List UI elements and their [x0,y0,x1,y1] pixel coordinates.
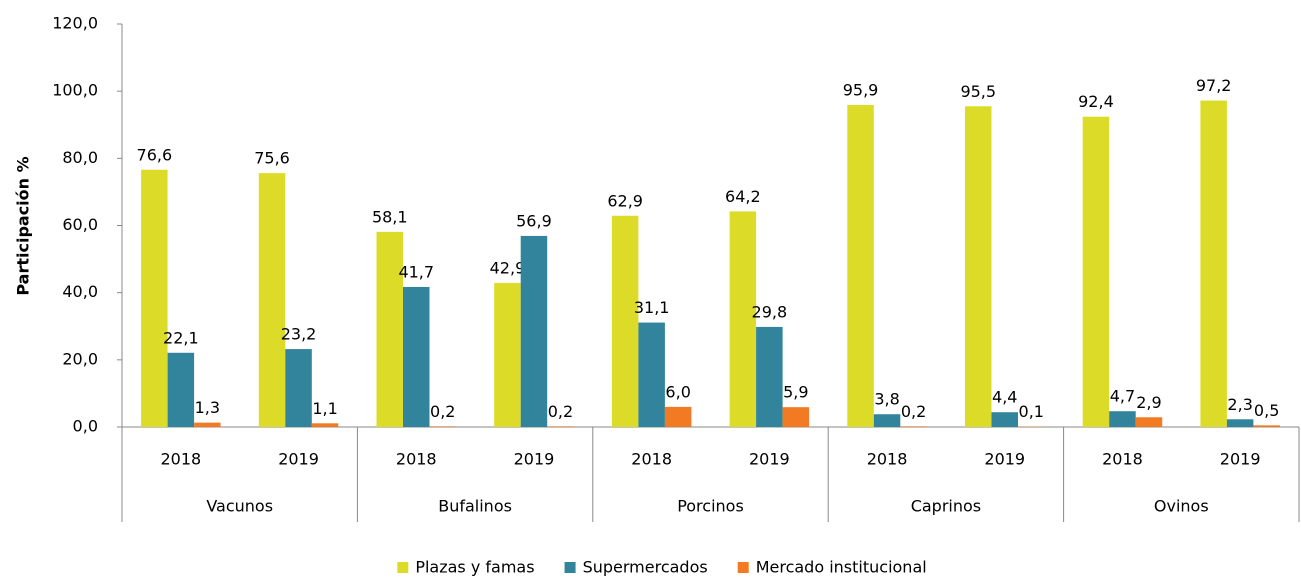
value-label: 42,9 [490,258,526,277]
bar [194,422,221,427]
x-tick-label: 2018 [160,450,201,469]
group-label: Vacunos [206,497,273,516]
bar [403,286,430,427]
bar [847,104,874,427]
x-tick-label: 2018 [867,450,908,469]
value-label: 97,2 [1196,76,1232,95]
bar [1226,419,1254,427]
y-tick-label: 40,0 [62,282,98,301]
value-label: 5,9 [783,383,808,402]
value-label: 1,1 [312,399,337,418]
value-label: 0,2 [901,402,926,421]
bar [1200,100,1227,427]
group-label: Porcinos [677,497,744,516]
bar [900,426,927,427]
value-label: 29,8 [752,302,788,321]
bar [991,412,1018,427]
bar [258,173,286,427]
bar [638,322,665,427]
value-label: 2,9 [1136,393,1161,412]
x-tick-label: 2018 [1102,450,1143,469]
x-tick-label: 2019 [984,450,1025,469]
bar [1135,417,1163,427]
value-label: 56,9 [516,211,552,230]
x-tick-label: 2019 [278,450,319,469]
value-label: 22,1 [163,328,199,347]
bar [311,423,339,427]
x-tick-label: 2019 [1220,450,1261,469]
legend-swatch [737,562,749,573]
value-label: 75,6 [254,149,290,168]
bar [729,211,757,427]
bar [520,235,548,427]
x-tick-label: 2018 [631,450,672,469]
legend-label: Plazas y famas [415,558,534,577]
value-label: 4,4 [992,388,1017,407]
bar [756,326,783,427]
value-label: 3,8 [874,390,899,409]
value-label: 1,3 [195,398,220,417]
value-label: 58,1 [372,207,408,226]
legend-label: Supermercados [583,558,708,577]
group-label: Bufalinos [438,497,512,516]
value-label: 92,4 [1078,92,1114,111]
value-label: 0,1 [1019,402,1044,421]
group-label: Ovinos [1154,497,1209,516]
legend-swatch [397,562,409,573]
bar [965,106,992,427]
x-tick-label: 2018 [396,450,437,469]
bar [547,426,574,427]
value-label: 0,2 [548,402,573,421]
bar [429,426,456,427]
value-label: 76,6 [137,145,173,164]
value-label: 2,3 [1227,395,1252,414]
value-label: 31,1 [634,298,670,317]
value-label: 64,2 [725,187,761,206]
bar [141,169,168,428]
value-label: 0,5 [1254,401,1279,420]
bar [167,352,195,427]
value-label: 95,5 [960,82,996,101]
value-label: 4,7 [1110,387,1135,406]
bar [285,349,312,427]
y-tick-label: 100,0 [52,81,98,100]
x-tick-label: 2019 [749,450,790,469]
bar [376,231,403,427]
x-tick-label: 2019 [514,450,555,469]
value-label: 62,9 [607,191,643,210]
y-tick-label: 120,0 [52,14,98,33]
y-tick-label: 80,0 [62,148,98,167]
value-label: 41,7 [398,262,434,281]
bar [494,282,521,427]
legend-label: Mercado institucional [756,558,927,577]
bar [782,407,810,427]
bar [611,215,639,427]
group-label: Caprinos [911,497,981,516]
y-tick-label: 0,0 [73,417,98,436]
bar [664,406,692,427]
bar [1253,425,1280,427]
bar [873,414,901,427]
y-tick-label: 60,0 [62,215,98,234]
value-label: 0,2 [430,402,455,421]
bar [1082,116,1110,427]
legend-swatch [564,562,576,573]
value-label: 95,9 [843,80,879,99]
value-label: 6,0 [665,382,690,401]
value-label: 23,2 [281,325,317,344]
y-tick-label: 20,0 [62,349,98,368]
y-axis-label: Participación % [14,156,33,295]
bar [1109,411,1136,427]
